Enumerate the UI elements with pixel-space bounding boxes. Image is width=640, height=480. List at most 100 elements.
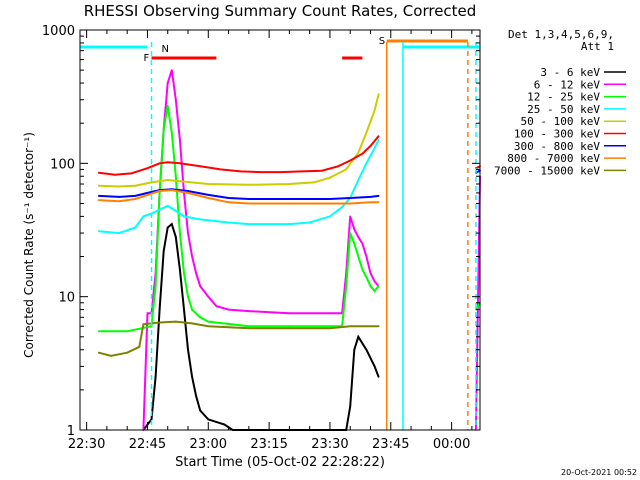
data-point-3-6-kev-21 bbox=[365, 348, 368, 351]
data-point-7000-15000-kev-0 bbox=[97, 351, 100, 354]
data-point-25-50-kev-18 bbox=[357, 179, 360, 181]
data-point-25-50-kev-13 bbox=[288, 223, 291, 226]
data-point-12-25-kev-17 bbox=[329, 325, 331, 328]
data-point-12-25-kev-14 bbox=[207, 320, 210, 323]
data-point-12-25-kev-5 bbox=[162, 128, 165, 131]
data-point-12-25-kev-11 bbox=[187, 295, 189, 298]
data-point-50-100-kev-1 bbox=[118, 185, 120, 188]
legend-label: 300 - 800 keV bbox=[514, 140, 600, 153]
legend-header-line: Det 1,3,4,5,6,9, bbox=[508, 28, 614, 41]
data-point-7000-15000-kev-4 bbox=[142, 323, 145, 326]
data-point-12-25-kev-13 bbox=[199, 316, 202, 319]
data-point-100-300-kev-0 bbox=[97, 171, 100, 174]
data-point-7000-15000-kev-5 bbox=[158, 321, 161, 324]
legend-label: 50 - 100 keV bbox=[521, 115, 601, 128]
data-point-800-7000-kev-6 bbox=[187, 192, 189, 194]
data-point-50-100-kev-2 bbox=[134, 184, 137, 187]
data-point-6-12-kev-9 bbox=[179, 139, 181, 141]
data-point-12-25-kev-26 bbox=[373, 290, 376, 292]
data-point-100-300-kev-4 bbox=[158, 162, 161, 165]
data-point-800-7000-kev-12 bbox=[349, 202, 352, 205]
data-point-6-12-kev-13 bbox=[195, 272, 198, 275]
data-point-12-25-kev-19 bbox=[345, 285, 348, 287]
data-point-25-50-kev-11 bbox=[247, 223, 250, 226]
x-axis-label: Start Time (05-Oct-02 22:28:22) bbox=[175, 455, 385, 470]
data-point-25-50-kev-9 bbox=[199, 218, 202, 221]
data-point-100-300-kev-10 bbox=[260, 171, 262, 174]
y-tick-label-100: 100 bbox=[50, 157, 75, 172]
legend-entry-6-12-kev: 6 - 12 keV bbox=[534, 78, 626, 91]
data-point-3-6-kev-13 bbox=[199, 409, 202, 412]
data-point-6-12-kev-12 bbox=[191, 255, 194, 258]
data-point-7000-15000-kev-8 bbox=[207, 325, 210, 328]
data-point-12-25-kev-15 bbox=[247, 325, 250, 328]
vertical-markers bbox=[150, 42, 477, 430]
data-point-3-6-kev-15 bbox=[223, 423, 226, 426]
data-point-300-800-kev-9 bbox=[247, 198, 250, 200]
data-point-300-800-kev-12 bbox=[349, 197, 352, 199]
x-tick-label-22-30: 22:30 bbox=[68, 437, 105, 452]
data-point-100-300-kev-3 bbox=[146, 167, 149, 170]
data-point-800-7000-kev-14 bbox=[377, 201, 380, 204]
data-point-50-100-kev-5 bbox=[183, 180, 185, 183]
data-point-50-100-kev-10 bbox=[329, 176, 331, 179]
data-point-800-7000-kev-7 bbox=[207, 197, 210, 199]
legend-entry-25-50-kev: 25 - 50 keV bbox=[527, 103, 626, 116]
series-line-after-gap-10 bbox=[475, 302, 481, 311]
data-point-3-6-kev-12 bbox=[195, 395, 198, 397]
data-point-800-7000-kev-13 bbox=[369, 201, 372, 204]
data-point-25-50-kev-21 bbox=[377, 139, 380, 141]
data-point-50-100-kev-8 bbox=[288, 183, 291, 185]
data-point-800-7000-kev-8 bbox=[227, 201, 230, 204]
data-point-50-100-kev-13 bbox=[365, 131, 368, 134]
data-point-12-25-kev-27 bbox=[377, 285, 380, 287]
series-100-300-kev bbox=[97, 135, 380, 176]
data-point-50-100-kev-6 bbox=[207, 183, 210, 185]
data-point-12-25-kev-25 bbox=[369, 285, 372, 287]
data-point-100-300-kev-6 bbox=[179, 162, 181, 165]
series-line-25-50-kev bbox=[98, 139, 380, 235]
data-point-6-12-kev-29 bbox=[373, 280, 376, 283]
legend-entry-50-100-kev: 50 - 100 keV bbox=[521, 115, 626, 128]
data-point-7000-15000-kev-13 bbox=[377, 325, 380, 328]
data-point-3-6-kev-8 bbox=[179, 268, 181, 271]
x-tick-label-23-30: 23:30 bbox=[311, 437, 348, 452]
data-point-6-12-kev-11 bbox=[187, 232, 189, 235]
chart-title: RHESSI Observing Summary Count Rates, Co… bbox=[84, 2, 477, 20]
data-point-25-50-kev-3 bbox=[142, 215, 145, 218]
data-point-12-25-kev-16 bbox=[288, 325, 291, 328]
series-line-100-300-kev bbox=[98, 135, 380, 176]
series-line-6-12-kev bbox=[142, 69, 380, 431]
data-point-800-7000-kev-10 bbox=[288, 202, 291, 205]
data-point-25-50-kev-7 bbox=[174, 210, 177, 212]
legend-label: 7000 - 15000 keV bbox=[494, 164, 600, 177]
data-point-12-25-kev-12 bbox=[191, 308, 194, 311]
series-800-7000-kev bbox=[97, 189, 380, 205]
data-point-6-12-kev-18 bbox=[247, 310, 250, 312]
series-12-25-kev bbox=[97, 104, 380, 333]
data-point-7000-15000-kev-9 bbox=[247, 327, 250, 330]
data-point-7000-15000-kev-11 bbox=[329, 327, 331, 330]
data-point-100-300-kev-13 bbox=[320, 169, 323, 172]
legend-label: 3 - 6 keV bbox=[540, 66, 600, 79]
data-point-7000-15000-kev-10 bbox=[288, 327, 291, 330]
data-point-3-6-kev-20 bbox=[357, 335, 360, 338]
series-line-12-25-kev bbox=[98, 105, 380, 333]
data-point-12-25-kev-20 bbox=[349, 232, 352, 235]
data-point-300-800-kev-11 bbox=[329, 198, 331, 200]
data-point-12-25-kev-3 bbox=[154, 285, 157, 287]
legend-entry-12-25-kev: 12 - 25 keV bbox=[527, 91, 626, 104]
data-point-3-6-kev-3 bbox=[158, 308, 161, 311]
data-point-3-6-kev-4 bbox=[162, 250, 165, 252]
data-point-25-50-kev-16 bbox=[341, 206, 343, 209]
data-point-7000-15000-kev-7 bbox=[191, 322, 194, 325]
data-point-800-7000-kev-1 bbox=[118, 200, 120, 203]
data-point-12-25-kev-9 bbox=[179, 232, 181, 235]
data-point-6-12-kev-27 bbox=[365, 255, 368, 258]
data-point-6-12-kev-15 bbox=[207, 295, 210, 298]
series-line-3-6-kev bbox=[142, 222, 380, 431]
x-tick-label-00-00: 00:00 bbox=[433, 437, 470, 452]
series-300-800-kev bbox=[97, 188, 380, 200]
data-point-25-50-kev-2 bbox=[134, 226, 137, 229]
